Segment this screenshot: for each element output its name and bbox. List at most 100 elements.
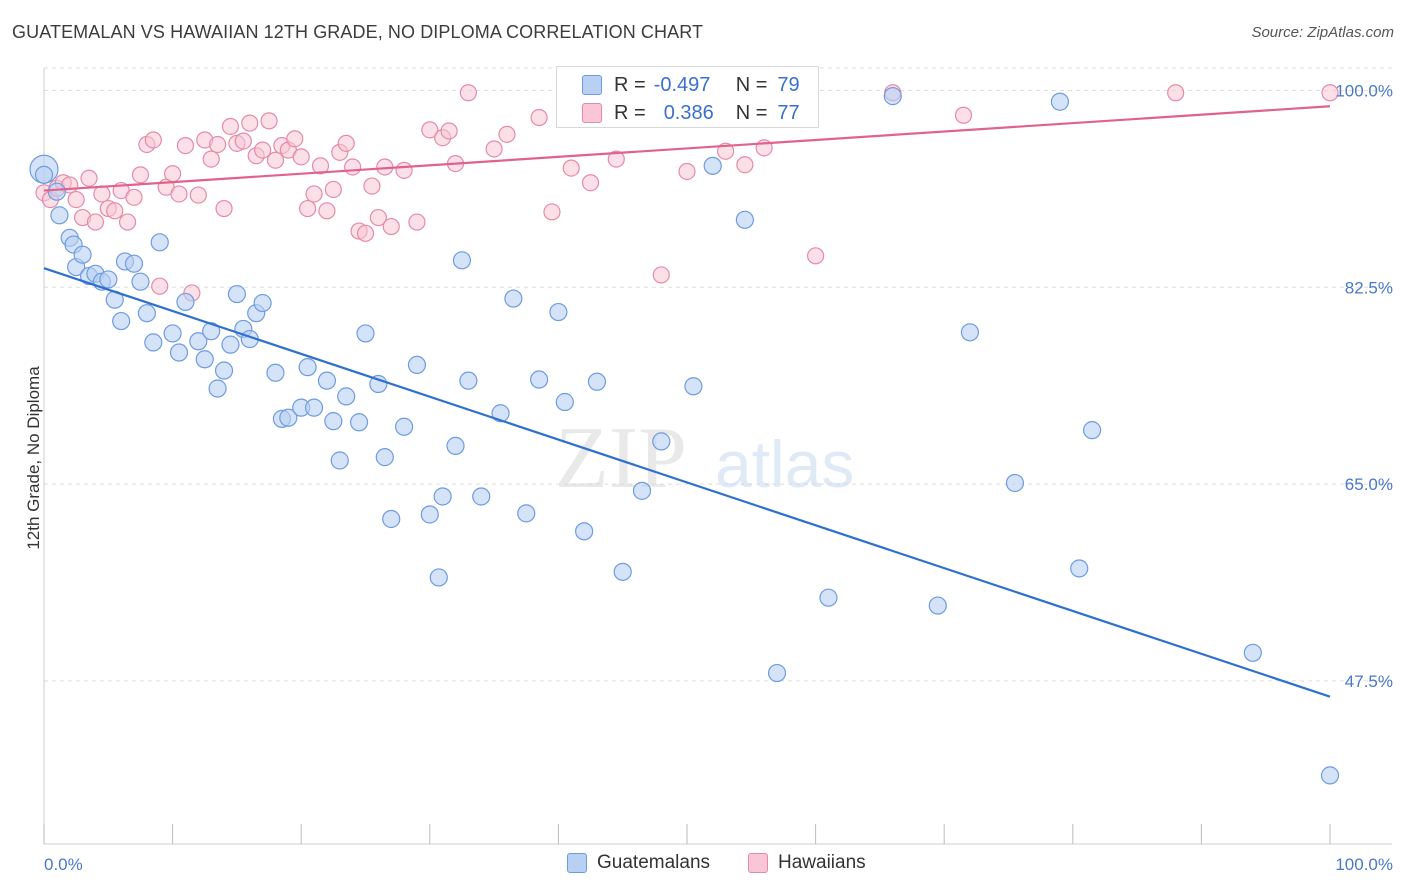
hawaiians-point xyxy=(581,174,600,192)
hawaiians-point xyxy=(292,148,310,166)
hawaiians-point xyxy=(337,134,355,152)
hawaiians-point xyxy=(144,131,162,149)
hawaiians-point xyxy=(369,208,387,227)
x-tick-label: 100.0% xyxy=(1335,855,1393,874)
guatemalans-legend-swatch xyxy=(567,853,587,873)
hawaiians-point xyxy=(254,141,272,159)
guatemalans-point xyxy=(337,387,356,406)
r-value: -0.497 xyxy=(653,73,711,96)
watermark-atlas: atlas xyxy=(715,427,854,501)
stats-legend: R = -0.497 N = 79 R = 0.386 N = 77 xyxy=(556,66,819,128)
guatemalans-point xyxy=(472,487,491,506)
guatemalans-point xyxy=(131,272,150,291)
guatemalans-point xyxy=(1070,559,1089,578)
guatemalans-point xyxy=(221,335,240,354)
hawaiians-point xyxy=(440,122,458,140)
guatemalans-point xyxy=(613,562,632,581)
source-label: Source: ZipAtlas.com xyxy=(1251,24,1394,41)
chart-title: GUATEMALAN VS HAWAIIAN 12TH GRADE, NO DI… xyxy=(12,22,704,42)
y-tick-label: 82.5% xyxy=(1345,278,1393,297)
n-value: 77 xyxy=(777,101,800,124)
guatemalans-point xyxy=(452,251,472,270)
guatemalans-point xyxy=(767,663,787,683)
guatemalans-point xyxy=(47,182,66,201)
guatemalans-point xyxy=(298,358,317,377)
guatemalans-point xyxy=(1243,643,1262,662)
hawaiians-point xyxy=(652,266,670,284)
guatemalans-point xyxy=(549,302,568,322)
guatemalans-point xyxy=(587,372,607,391)
hawaiians-point xyxy=(125,188,143,206)
guatemalans-point xyxy=(420,505,439,524)
guatemalans-point xyxy=(517,504,536,523)
guatemalans-point xyxy=(195,350,214,369)
hawaiians-point xyxy=(530,108,548,127)
guatemalans-point xyxy=(176,292,195,312)
guatemalans-point xyxy=(819,588,838,607)
hawaiians-point xyxy=(543,203,561,221)
guatemalans-point xyxy=(1005,473,1025,493)
n-value: 79 xyxy=(777,73,800,96)
guatemalans-point xyxy=(375,448,394,467)
hawaiians-point xyxy=(189,186,207,204)
legend-label-hawaiians: Hawaiians xyxy=(778,852,866,873)
guatemalans-points xyxy=(29,87,1340,785)
guatemalans-point xyxy=(703,156,722,175)
hawaiians-point xyxy=(86,213,105,231)
hawaiians-point xyxy=(234,132,252,150)
hawaiians-point xyxy=(215,199,233,218)
hawaiians-point xyxy=(221,117,240,136)
hawaiians-point xyxy=(202,150,220,168)
hawaiians-point xyxy=(93,185,111,203)
guatemalans-point xyxy=(150,233,169,252)
hawaiians-point xyxy=(363,177,381,195)
guatemalans-point xyxy=(163,324,182,343)
guatemalans-point xyxy=(382,509,401,529)
hawaiians-point xyxy=(459,84,477,102)
guatemalans-point xyxy=(253,293,272,313)
guatemalans-point xyxy=(530,370,549,389)
hawaiians-point xyxy=(176,137,195,155)
guatemalans-point xyxy=(266,363,285,382)
hawaiians-point xyxy=(67,190,85,209)
legend-item-hawaiians[interactable]: Hawaiians xyxy=(748,852,866,874)
guatemalans-point xyxy=(369,374,388,394)
legend-item-guatemalans[interactable]: Guatemalans xyxy=(567,852,710,874)
hawaiians-point xyxy=(954,106,973,124)
guatemalans-point xyxy=(50,206,69,225)
series-legend: Guatemalans Hawaiians xyxy=(0,852,1406,878)
hawaiians-point xyxy=(607,150,625,168)
guatemalans-point xyxy=(883,87,902,106)
guatemalans-point xyxy=(1320,766,1340,785)
hawaiians-point xyxy=(382,217,400,236)
guatemalans-point xyxy=(202,322,221,341)
hawaiians-point xyxy=(498,125,516,143)
guatemalans-point xyxy=(144,333,163,352)
hawaiians-point xyxy=(170,185,188,203)
hawaiians-legend-swatch xyxy=(748,853,768,873)
hawaiians-point xyxy=(324,180,342,199)
hawaiians-point xyxy=(318,202,336,220)
hawaiians-point xyxy=(344,158,362,176)
legend-label-guatemalans: Guatemalans xyxy=(597,852,711,873)
guatemalans-point xyxy=(446,436,465,455)
hawaiians-point xyxy=(209,135,227,154)
guatemalans-point xyxy=(491,404,510,423)
guatemalans-point xyxy=(208,379,227,398)
hawaiians-point xyxy=(562,159,580,177)
guatemalans-point xyxy=(928,596,947,615)
guatemalans-point xyxy=(124,254,144,273)
stats-row-hawaiians: R = 0.386 N = 77 xyxy=(582,100,800,126)
hawaiians-point xyxy=(311,157,330,175)
guatemalans-point xyxy=(575,522,594,541)
hawaiians-point xyxy=(80,169,98,187)
hawaiians-point xyxy=(408,213,426,231)
guatemalans-point xyxy=(555,392,574,412)
guatemalans-point xyxy=(279,408,298,427)
hawaiians-trend-line xyxy=(43,105,1331,192)
hawaiians-point xyxy=(299,199,317,218)
guatemalans-point xyxy=(34,165,54,184)
r-value: 0.386 xyxy=(663,101,714,124)
hawaiians-point xyxy=(260,112,278,130)
hawaiians-swatch xyxy=(582,103,602,123)
